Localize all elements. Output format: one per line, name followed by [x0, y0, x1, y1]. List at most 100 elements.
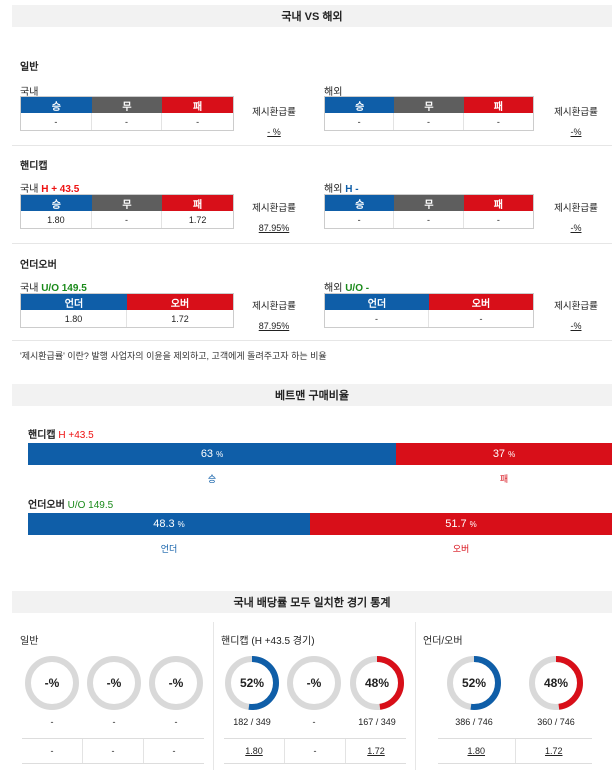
- handicap-line: H + 43.5: [41, 184, 80, 195]
- refund-value[interactable]: -%: [570, 127, 582, 137]
- header-over: 오버: [429, 294, 533, 310]
- betman-handicap-bar: 63% 37%: [28, 443, 612, 465]
- stat-donut: -%: [24, 655, 80, 711]
- donut-arc: [225, 656, 279, 710]
- refund-label: 제시환급률: [252, 203, 296, 214]
- handicap-domestic-table: 승 무 패 1.80 - 1.72: [20, 194, 234, 229]
- betman-underover-bar: 48.3% 51.7%: [28, 513, 612, 535]
- header-draw: 무: [394, 97, 464, 113]
- donut-arc: [350, 656, 404, 710]
- section-header-domestic-vs-overseas: 국내 VS 해외: [12, 5, 612, 27]
- refund-value[interactable]: -%: [570, 321, 582, 331]
- header-win: 승: [325, 195, 395, 211]
- handicap-title: 핸디캡: [20, 161, 48, 172]
- stat-donut: -%: [286, 655, 342, 711]
- betman-handicap-label: 핸디캡 H +43.5: [28, 426, 94, 441]
- handicap-overseas-table: 승 무 패 - - -: [324, 194, 534, 229]
- stat-donut: 52%: [224, 655, 280, 711]
- underover-title: 언더오버: [20, 260, 57, 271]
- header-lose: 패: [463, 195, 533, 211]
- odds-cell: 1.80: [21, 211, 92, 228]
- stat-donut: 52%: [446, 655, 502, 711]
- general-title: 일반: [20, 62, 39, 73]
- refund-value[interactable]: 87.95%: [258, 223, 290, 233]
- donut-track: [287, 656, 341, 710]
- caption-lose: 패: [499, 474, 509, 484]
- refund-value[interactable]: - %: [267, 127, 281, 137]
- odds-cell: -: [91, 211, 163, 228]
- stat-donut: -%: [148, 655, 204, 711]
- column-divider: [415, 622, 416, 770]
- divider: [12, 243, 612, 244]
- odds-link[interactable]: 1.72: [544, 746, 563, 756]
- stats-underover-title: 언더/오버: [423, 636, 463, 647]
- refund-label: 제시환급률: [252, 301, 296, 312]
- label-text: 해외: [324, 283, 343, 294]
- stat-caption: -: [112, 717, 116, 727]
- bar-segment-win: 63%: [28, 443, 396, 465]
- refund-label: 제시환급률: [252, 107, 296, 118]
- header-over: 오버: [127, 294, 233, 310]
- odds-cell: -: [21, 113, 92, 130]
- divider: [12, 340, 612, 341]
- header-draw: 무: [91, 195, 163, 211]
- stat-caption: 182 / 349: [233, 717, 271, 727]
- general-overseas-label: 해외: [324, 87, 343, 98]
- odds-link[interactable]: 1.72: [367, 746, 385, 756]
- header-under: 언더: [21, 294, 127, 310]
- general-overseas-table: 승 무 패 - - -: [324, 96, 534, 131]
- label-text: 핸디캡: [28, 430, 56, 441]
- odds-cell: -: [162, 113, 233, 130]
- section-header-stats: 국내 배당률 모두 일치한 경기 통계: [12, 591, 612, 613]
- odds-cell: -: [285, 739, 346, 763]
- divider: [12, 145, 612, 146]
- stats-handicap-odds: 1.80 - 1.72: [224, 738, 406, 764]
- caption-win: 승: [207, 474, 217, 484]
- odds-cell: -: [22, 739, 83, 763]
- stat-caption: 360 / 746: [537, 717, 575, 727]
- underover-line: U/O 149.5: [41, 283, 87, 294]
- stat-caption: -: [174, 717, 178, 727]
- stat-caption: 386 / 746: [455, 717, 493, 727]
- odds-link[interactable]: 1.80: [438, 739, 516, 763]
- stat-caption: 167 / 349: [358, 717, 396, 727]
- section-header-betman-ratio: 베트맨 구매비율: [12, 384, 612, 406]
- handicap-domestic-refund: 제시환급률 87.95%: [244, 200, 304, 234]
- odds-cell: -: [429, 310, 533, 327]
- bar-segment-over: 51.7%: [310, 513, 612, 535]
- header-lose: 패: [463, 97, 533, 113]
- stats-general-title: 일반: [20, 636, 39, 647]
- header-lose: 패: [162, 97, 233, 113]
- betman-underover-label: 언더오버 U/O 149.5: [28, 496, 113, 511]
- odds-link[interactable]: 1.80: [224, 739, 285, 763]
- donut-track: [25, 656, 79, 710]
- general-domestic-refund: 제시환급률 - %: [244, 104, 304, 138]
- stats-underover-odds: 1.80 1.72: [438, 738, 592, 764]
- handicap-overseas-refund: 제시환급률 -%: [548, 200, 604, 234]
- general-domestic-label: 국내: [20, 87, 39, 98]
- odds-cell: -: [172, 746, 176, 756]
- underover-overseas-table: 언더 오버 - -: [324, 293, 534, 328]
- bar-segment-under: 48.3%: [28, 513, 310, 535]
- stat-donut: 48%: [349, 655, 405, 711]
- stat-donut: 48%: [528, 655, 584, 711]
- stat-caption: -: [50, 717, 54, 727]
- header-draw: 무: [91, 97, 163, 113]
- underover-line: U/O 149.5: [67, 500, 114, 511]
- header-win: 승: [21, 97, 92, 113]
- odds-cell: -: [325, 113, 395, 130]
- label-text: 국내: [20, 283, 39, 294]
- stats-handicap-title: 핸디캡 (H +43.5 경기): [221, 636, 315, 647]
- odds-cell: -: [83, 739, 144, 763]
- refund-value[interactable]: -%: [570, 223, 582, 233]
- donut-track: [149, 656, 203, 710]
- odds-cell: 1.80: [21, 310, 127, 327]
- caption-over: 오버: [452, 544, 470, 554]
- underover-overseas-refund: 제시환급률 -%: [548, 298, 604, 332]
- underover-domestic-refund: 제시환급률 87.95%: [244, 298, 304, 332]
- odds-cell: -: [394, 113, 464, 130]
- underover-domestic-table: 언더 오버 1.80 1.72: [20, 293, 234, 328]
- refund-value[interactable]: 87.95%: [258, 321, 290, 331]
- header-lose: 패: [162, 195, 233, 211]
- handicap-overseas-label: 해외 H -: [324, 180, 359, 195]
